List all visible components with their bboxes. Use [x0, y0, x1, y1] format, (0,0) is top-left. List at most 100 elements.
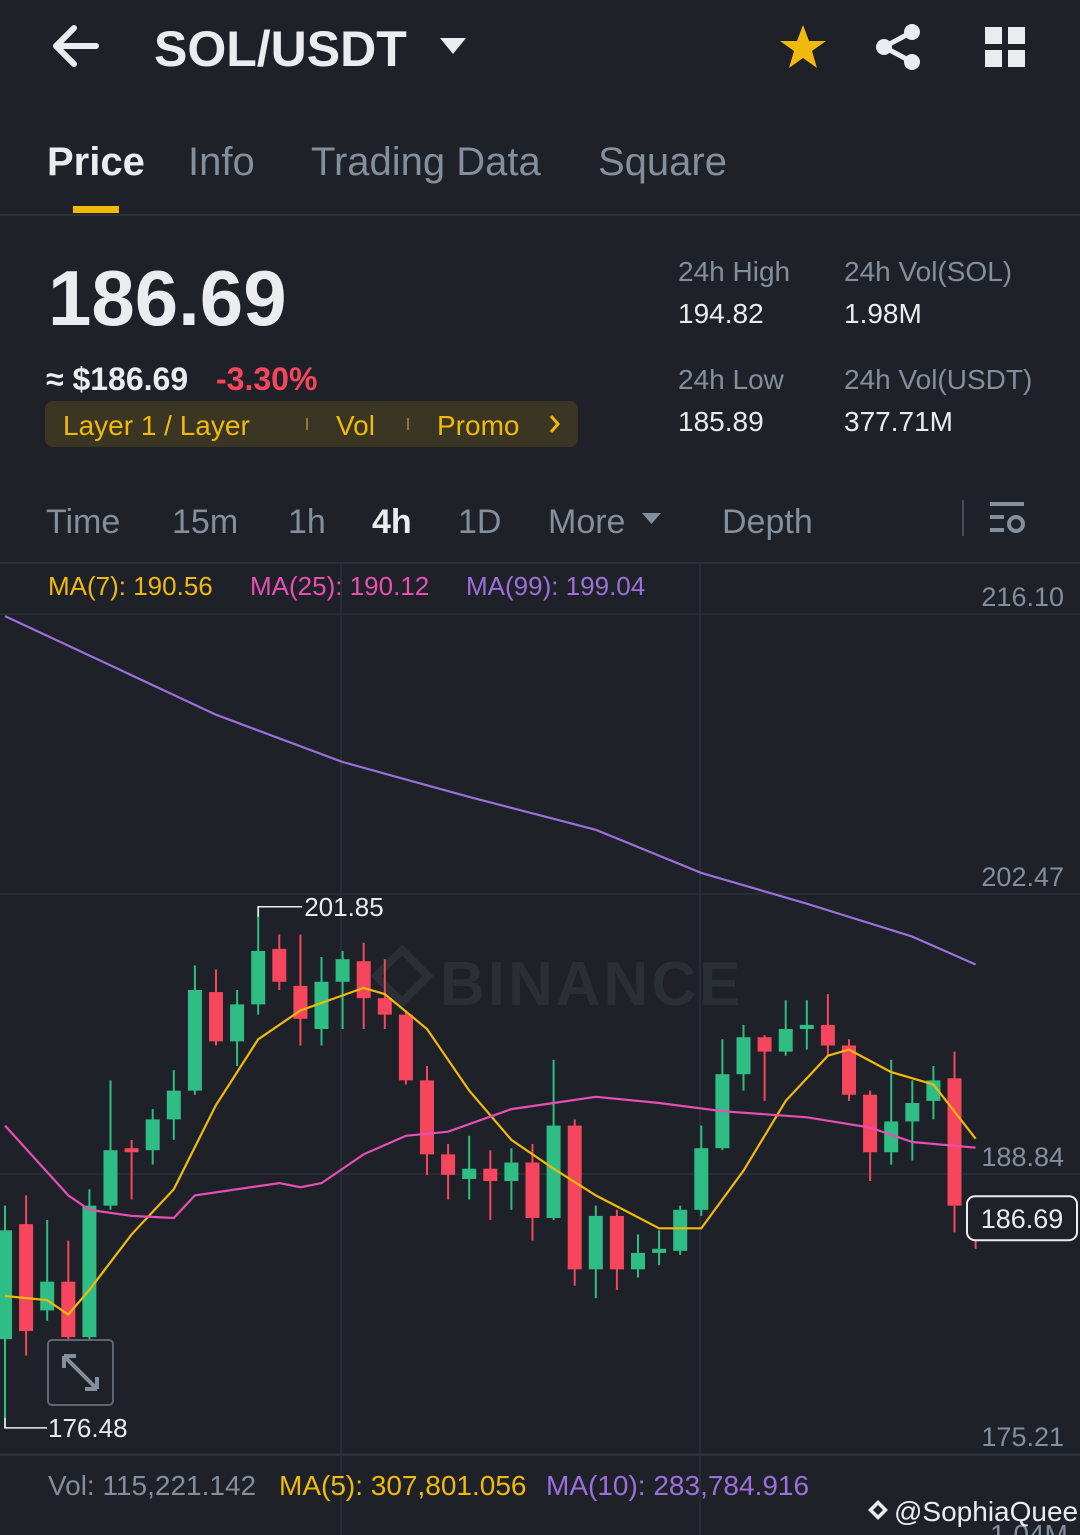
pair-dropdown[interactable] [440, 38, 466, 54]
layout-button[interactable] [985, 27, 1025, 67]
share-button[interactable] [876, 24, 920, 70]
grid-cell [985, 27, 1002, 44]
tag[interactable]: Promo [437, 410, 519, 441]
back-button[interactable] [53, 25, 99, 67]
stat-label: 24h High [678, 256, 790, 287]
candle-body [546, 1125, 561, 1218]
candle-body [40, 1281, 55, 1311]
candle-body [884, 1121, 899, 1153]
candle-body [377, 998, 392, 1015]
tag[interactable]: Layer 1 / Layer [63, 410, 250, 441]
ma-line [4, 615, 977, 966]
candle-body [124, 1148, 139, 1153]
stat-label: 24h Low [678, 364, 785, 395]
interval[interactable]: 4h [372, 503, 412, 541]
tab-bar: Price Info Trading Data Square [47, 140, 727, 213]
candle-body [631, 1252, 645, 1270]
tags: Layer 1 / Layer Vol Promo [63, 410, 519, 441]
candle-body [314, 981, 329, 1030]
high-marker-line [257, 906, 303, 917]
interval-bar: Time 15m 1h 4h 1D More Depth [46, 503, 813, 541]
stat-value: 377.71M [844, 406, 953, 437]
back-arrow [53, 25, 99, 67]
candle-body [694, 1148, 709, 1210]
user-watermark: @SophiaQueen [894, 1496, 1080, 1527]
stat-label: 24h Vol(SOL) [844, 256, 1012, 287]
last-price: 186.69 [48, 254, 287, 342]
candle-body [820, 1024, 835, 1046]
tag[interactable]: Vol [336, 410, 375, 441]
y-tick-label: 188.84 [981, 1142, 1064, 1172]
interval[interactable]: 15m [172, 503, 238, 541]
last-price-box [966, 1195, 1078, 1242]
indicator-legend: MA(7): 190.56 MA(25): 190.12 MA(99): 199.0… [48, 571, 645, 601]
candle-body [483, 1168, 498, 1182]
ma-line [4, 1095, 976, 1220]
favorite-star[interactable] [780, 25, 826, 68]
grid-cell [1008, 50, 1025, 67]
stat-label: 24h Vol(USDT) [844, 364, 1032, 395]
expand-button[interactable] [47, 1339, 114, 1406]
tab[interactable]: Square [598, 140, 727, 184]
volume-ma5: MA(5): 307,801.056 [279, 1470, 527, 1501]
tab[interactable]: Trading Data [311, 140, 542, 184]
candle-body [398, 1014, 413, 1081]
candle-body [272, 948, 287, 982]
candle-body [525, 1162, 540, 1218]
stat-value: 1.98M [844, 298, 922, 329]
candle-body [947, 1078, 962, 1206]
volume-ma10: MA(10): 283,784.916 [546, 1470, 809, 1501]
tab[interactable]: Price [47, 140, 145, 184]
tag-box[interactable] [45, 401, 578, 447]
settings-gear [1007, 515, 1025, 533]
candle-body [905, 1102, 920, 1122]
candle-body [736, 1037, 751, 1075]
candle-body [187, 989, 202, 1091]
interval[interactable]: Time [46, 503, 120, 541]
volume-axis-label: 1.04M [990, 1519, 1068, 1535]
tab[interactable]: Info [188, 140, 255, 184]
candle-body [757, 1037, 772, 1052]
ma-line [4, 986, 977, 1316]
indicator: MA(99): 199.04 [466, 571, 645, 601]
pair-title[interactable]: SOL/USDT [154, 21, 407, 77]
candle-body [19, 1224, 34, 1331]
settings-lines [990, 502, 1024, 532]
candle-body [420, 1080, 434, 1155]
candle-body [673, 1209, 688, 1251]
stat-value: 194.82 [678, 298, 764, 329]
chart-settings[interactable] [990, 502, 1025, 533]
chart: BINANCE 216.10 202.47 188.84 175.21 201.85 176… [0, 563, 1080, 1535]
low-marker-label: 176.48 [48, 1413, 128, 1443]
user-logo [868, 1500, 888, 1520]
y-tick-label: 202.47 [981, 862, 1064, 892]
grid-cell [1008, 27, 1025, 44]
tag-chevron [549, 415, 560, 433]
candle-body [103, 1150, 118, 1206]
interval[interactable]: 1D [458, 503, 501, 541]
watermark: BINANCE [440, 950, 743, 1019]
interval[interactable]: 1h [288, 503, 326, 541]
price-change: -3.30% [216, 361, 317, 397]
candle-body [799, 1024, 814, 1030]
fiat-price: ≈ $186.69 [46, 361, 188, 397]
candle-body [145, 1119, 160, 1151]
candle-body [293, 985, 308, 1019]
candle-body [209, 992, 223, 1042]
candle-body [462, 1168, 477, 1179]
interval[interactable]: Depth [722, 503, 813, 541]
candle-body [842, 1045, 856, 1095]
candle-body [82, 1205, 97, 1338]
candle-body [863, 1094, 878, 1153]
interval[interactable]: More [548, 503, 625, 541]
share-lines [878, 29, 914, 65]
candle-body [609, 1215, 624, 1270]
candle-body [356, 961, 371, 999]
y-tick-label: 175.21 [981, 1422, 1064, 1452]
expand-icon [62, 1354, 99, 1391]
y-tick-label: 216.10 [981, 582, 1064, 612]
volume-label: Vol: 115,221.142 [48, 1470, 256, 1501]
candle-body [926, 1080, 941, 1101]
candle-body [230, 1004, 245, 1042]
